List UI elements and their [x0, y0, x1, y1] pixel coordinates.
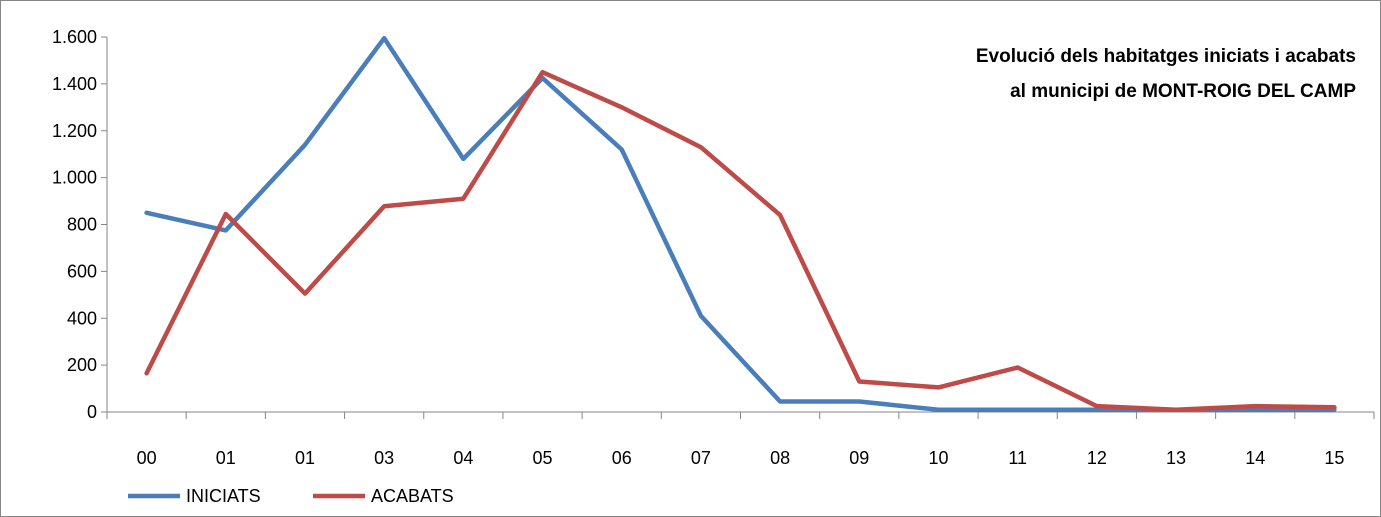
x-axis-ticks: 00 01 01 03 04 05 06 07 08 09 10 11 12 13 14 15: [106, 412, 1375, 468]
y-tick-label: 400: [67, 308, 97, 328]
series-group: [144, 35, 1337, 412]
x-tick-label: 03: [374, 448, 394, 468]
x-tick-label: 01: [295, 448, 315, 468]
x-tick-label: 13: [1166, 448, 1186, 468]
x-tick-label: 12: [1087, 448, 1107, 468]
x-tick-label: 10: [928, 448, 948, 468]
y-tick-label: 1.600: [52, 27, 97, 47]
y-tick-label: 1.400: [52, 74, 97, 94]
x-tick-label: 01: [216, 448, 236, 468]
x-tick-label: 09: [849, 448, 869, 468]
y-tick-label: 600: [67, 261, 97, 281]
x-tick-label: 15: [1324, 448, 1344, 468]
y-tick-label: 0: [87, 402, 97, 422]
x-tick-label: 00: [137, 448, 157, 468]
series-line-acabats: [144, 69, 1337, 412]
x-tick-label: 06: [612, 448, 632, 468]
x-tick-label: 05: [533, 448, 553, 468]
legend-label: ACABATS: [371, 486, 454, 506]
x-tick-label: 08: [770, 448, 790, 468]
x-tick-label: 14: [1245, 448, 1265, 468]
legend: INICIATS ACABATS: [128, 486, 454, 506]
y-tick-label: 1.000: [52, 168, 97, 188]
y-tick-label: 1.200: [52, 121, 97, 141]
chart-title: Evolució dels habitatges iniciats i acab…: [976, 46, 1356, 102]
legend-label: INICIATS: [186, 486, 261, 506]
chart-title-line-1: Evolució dels habitatges iniciats i acab…: [976, 46, 1356, 67]
y-axis-ticks: 0 200 400 600 800 1.000 1.200 1.400 1.600: [52, 27, 107, 422]
x-tick-label: 11: [1008, 448, 1027, 468]
chart-title-line-2: al municipi de MONT-ROIG DEL CAMP: [1010, 81, 1356, 102]
x-tick-label: 04: [453, 448, 473, 468]
x-tick-label: 07: [691, 448, 711, 468]
y-tick-label: 800: [67, 215, 97, 235]
y-tick-label: 200: [67, 355, 97, 375]
